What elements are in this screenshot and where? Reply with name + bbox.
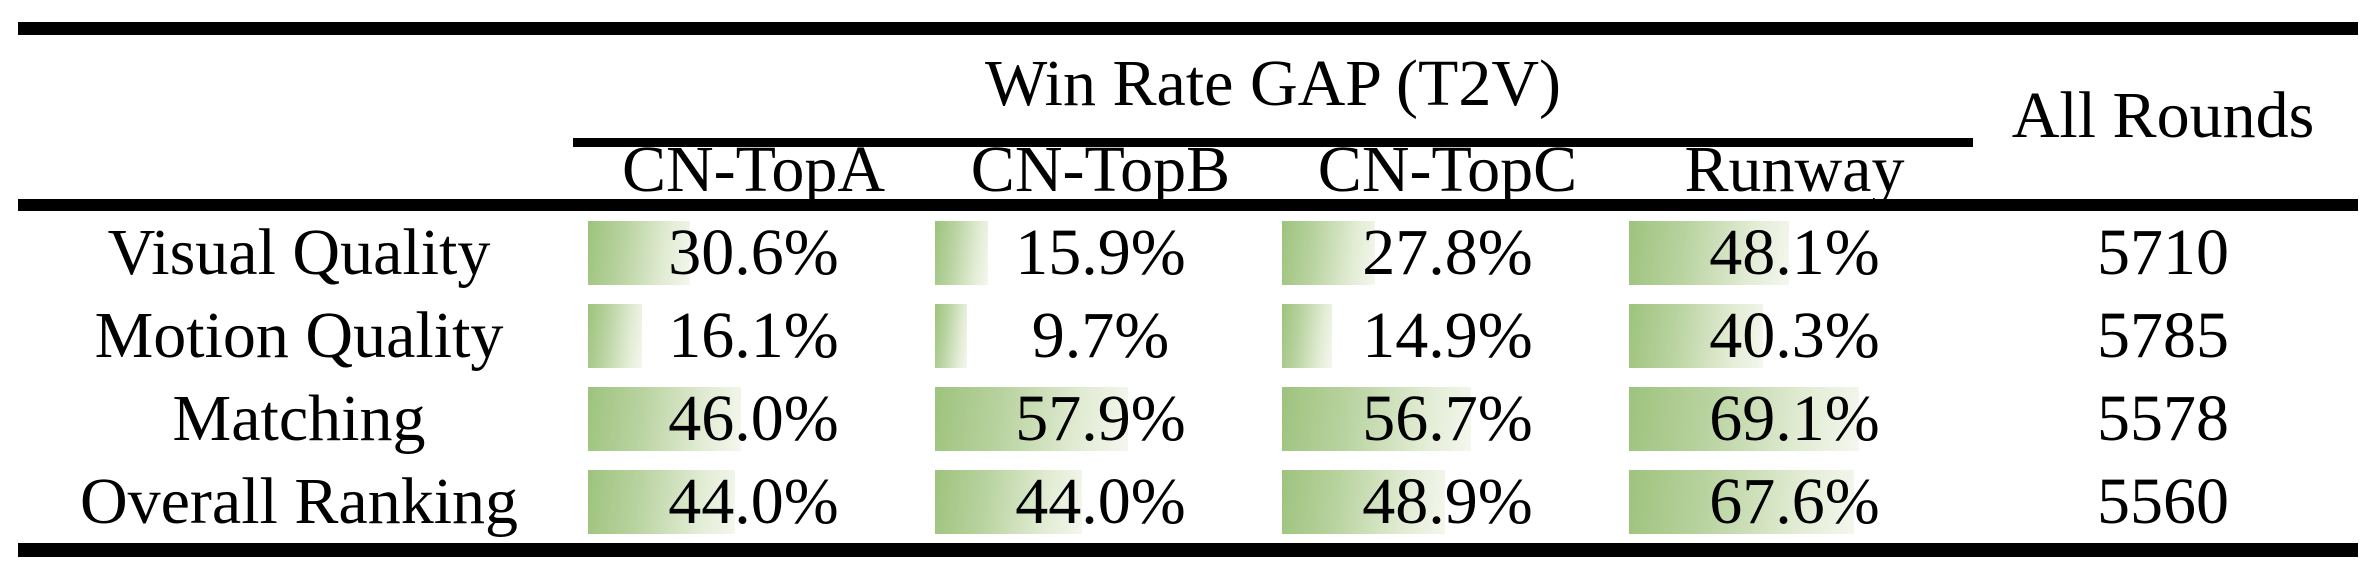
column-header-runway: Runway [1684,133,1905,206]
win-rate-bar [935,303,968,368]
all-rounds-value: 5710 [2097,216,2229,289]
row-label: Visual Quality [107,216,491,289]
win-rate-bar [935,220,988,285]
table-row: Motion Quality 16.1% 9.7% 14.9% 40.3% 57… [0,294,2376,377]
win-rate-value: 16.1% [668,299,839,372]
win-rate-cell: 44.0% [927,460,1274,543]
win-rate-bar [1629,303,1764,368]
win-rate-cell: 15.9% [927,211,1274,294]
row-label: Matching [172,382,426,455]
table-row: Visual Quality 30.6% 15.9% 27.8% 48.1% 5… [0,211,2376,294]
win-rate-bar [935,386,1128,451]
column-header-cn-topc: CN-TopC [1317,133,1578,206]
table-body: Visual Quality 30.6% 15.9% 27.8% 48.1% 5… [0,211,2376,543]
win-rate-bar [588,303,642,368]
win-rate-value: 44.0% [1015,465,1186,538]
win-rate-value: 46.0% [668,382,839,455]
column-header-all-rounds: All Rounds [2011,79,2315,152]
win-rate-bar [588,386,742,451]
win-rate-bar [1282,469,1445,534]
win-rate-cell: 16.1% [580,294,927,377]
win-rate-value: 14.9% [1362,299,1533,372]
win-rate-value: 27.8% [1362,216,1533,289]
win-rate-cell: 44.0% [580,460,927,543]
win-rate-value: 44.0% [668,465,839,538]
row-label: Overall Ranking [79,465,519,538]
all-rounds-value: 5560 [2097,465,2229,538]
table-top-rule [18,22,2358,35]
win-rate-value: 15.9% [1015,216,1186,289]
table-row: Overall Ranking 44.0% 44.0% 48.9% 67.6% … [0,460,2376,543]
win-rate-cell: 57.9% [927,377,1274,460]
win-rate-cell: 30.6% [580,211,927,294]
header-bottom-rule [18,199,2358,211]
win-rate-cell: 67.6% [1621,460,1968,543]
win-rate-bar [588,469,735,534]
win-rate-value: 56.7% [1362,382,1533,455]
win-rate-cell: 69.1% [1621,377,1968,460]
group-header-rule [573,138,1973,147]
win-rate-cell: 40.3% [1621,294,1968,377]
win-rate-cell: 48.9% [1274,460,1621,543]
row-label: Motion Quality [94,299,504,372]
win-rate-value: 9.7% [1031,299,1170,372]
column-header-cn-topb: CN-TopB [970,133,1231,206]
column-header-cn-topa: CN-TopA [621,133,886,206]
all-rounds-value: 5578 [2097,382,2229,455]
win-rate-bar [1629,469,1855,534]
win-rate-value: 48.1% [1709,216,1880,289]
win-rate-bar [1629,220,1790,285]
group-header-title: Win Rate GAP (T2V) [985,47,1561,120]
win-rate-bar [588,220,690,285]
win-rate-cell: 46.0% [580,377,927,460]
win-rate-value: 30.6% [668,216,839,289]
win-rate-cell: 48.1% [1621,211,1968,294]
win-rate-bar [1282,303,1332,368]
win-rate-cell: 14.9% [1274,294,1621,377]
win-rate-cell: 27.8% [1274,211,1621,294]
table-bottom-rule [18,543,2358,557]
win-rate-cell: 9.7% [927,294,1274,377]
win-rate-value: 57.9% [1015,382,1186,455]
win-rate-cell: 56.7% [1274,377,1621,460]
win-rate-value: 67.6% [1709,465,1880,538]
win-rate-value: 40.3% [1709,299,1880,372]
win-rate-value: 48.9% [1362,465,1533,538]
win-rate-bar [1282,220,1375,285]
win-rate-bar [935,469,1082,534]
win-rate-bar [1282,386,1471,451]
all-rounds-value: 5785 [2097,299,2229,372]
win-rate-bar [1629,386,1860,451]
table-row: Matching 46.0% 57.9% 56.7% 69.1% 5578 [0,377,2376,460]
win-rate-value: 69.1% [1709,382,1880,455]
